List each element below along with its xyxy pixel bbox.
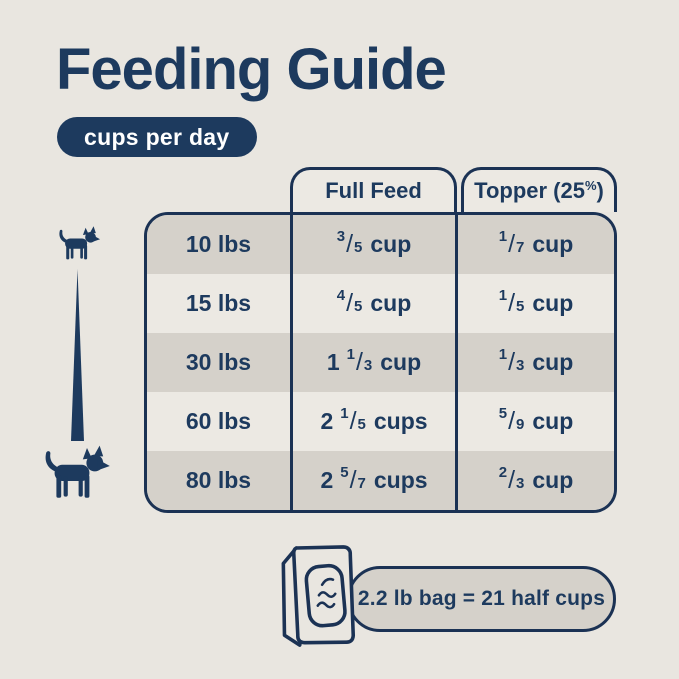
column-header-topper: Topper (25%) [461,167,617,212]
small-dog-icon [54,224,102,262]
topper-label-close: ) [596,178,604,203]
topper-amount: 1/7 cup [455,215,614,274]
weight-cell: 60 lbs [185,408,252,434]
column-header-full-feed: Full Feed [290,167,457,212]
full-feed-amount: 2 5/7 cups [290,451,455,510]
topper-amount: 1/3 cup [455,333,614,392]
full-feed-amount: 1 1/3 cup [290,333,455,392]
size-gradient-triangle [70,269,85,441]
bag-conversion-pill: 2.2 lb bag = 21 half cups [347,566,616,632]
bag-conversion-label: 2.2 lb bag = 21 half cups [357,587,606,610]
weight-cell: 30 lbs [185,349,252,375]
page-title: Feeding Guide [56,37,447,102]
weight-cell: 15 lbs [185,290,252,316]
feeding-table: 10 lbs 3/5 cup 1/7 cup 15 lbs 4/5 cup 1/5 cu… [144,212,617,513]
weight-cell: 80 lbs [185,467,252,493]
table-row: 80 lbs 2 5/7 cups 2/3 cup [147,451,614,510]
weight-cell: 10 lbs [185,231,252,257]
cups-per-day-label: cups per day [84,123,230,150]
full-feed-amount: 4/5 cup [290,274,455,333]
table-row: 60 lbs 2 1/5 cups 5/9 cup [147,392,614,451]
topper-amount: 2/3 cup [455,451,614,510]
dog-food-bag-icon [276,537,368,653]
full-feed-amount: 3/5 cup [290,215,455,274]
topper-label: Topper (25 [474,178,585,203]
topper-amount: 1/5 cup [455,274,614,333]
topper-amount: 5/9 cup [455,392,614,451]
table-row: 15 lbs 4/5 cup 1/5 cup [147,274,614,333]
cups-per-day-badge: cups per day [57,117,257,157]
full-feed-label: Full Feed [325,178,422,203]
full-feed-amount: 2 1/5 cups [290,392,455,451]
topper-percent-sign: % [584,177,597,193]
table-row: 10 lbs 3/5 cup 1/7 cup [147,215,614,274]
table-row: 30 lbs 1 1/3 cup 1/3 cup [147,333,614,392]
large-dog-icon [38,442,112,502]
